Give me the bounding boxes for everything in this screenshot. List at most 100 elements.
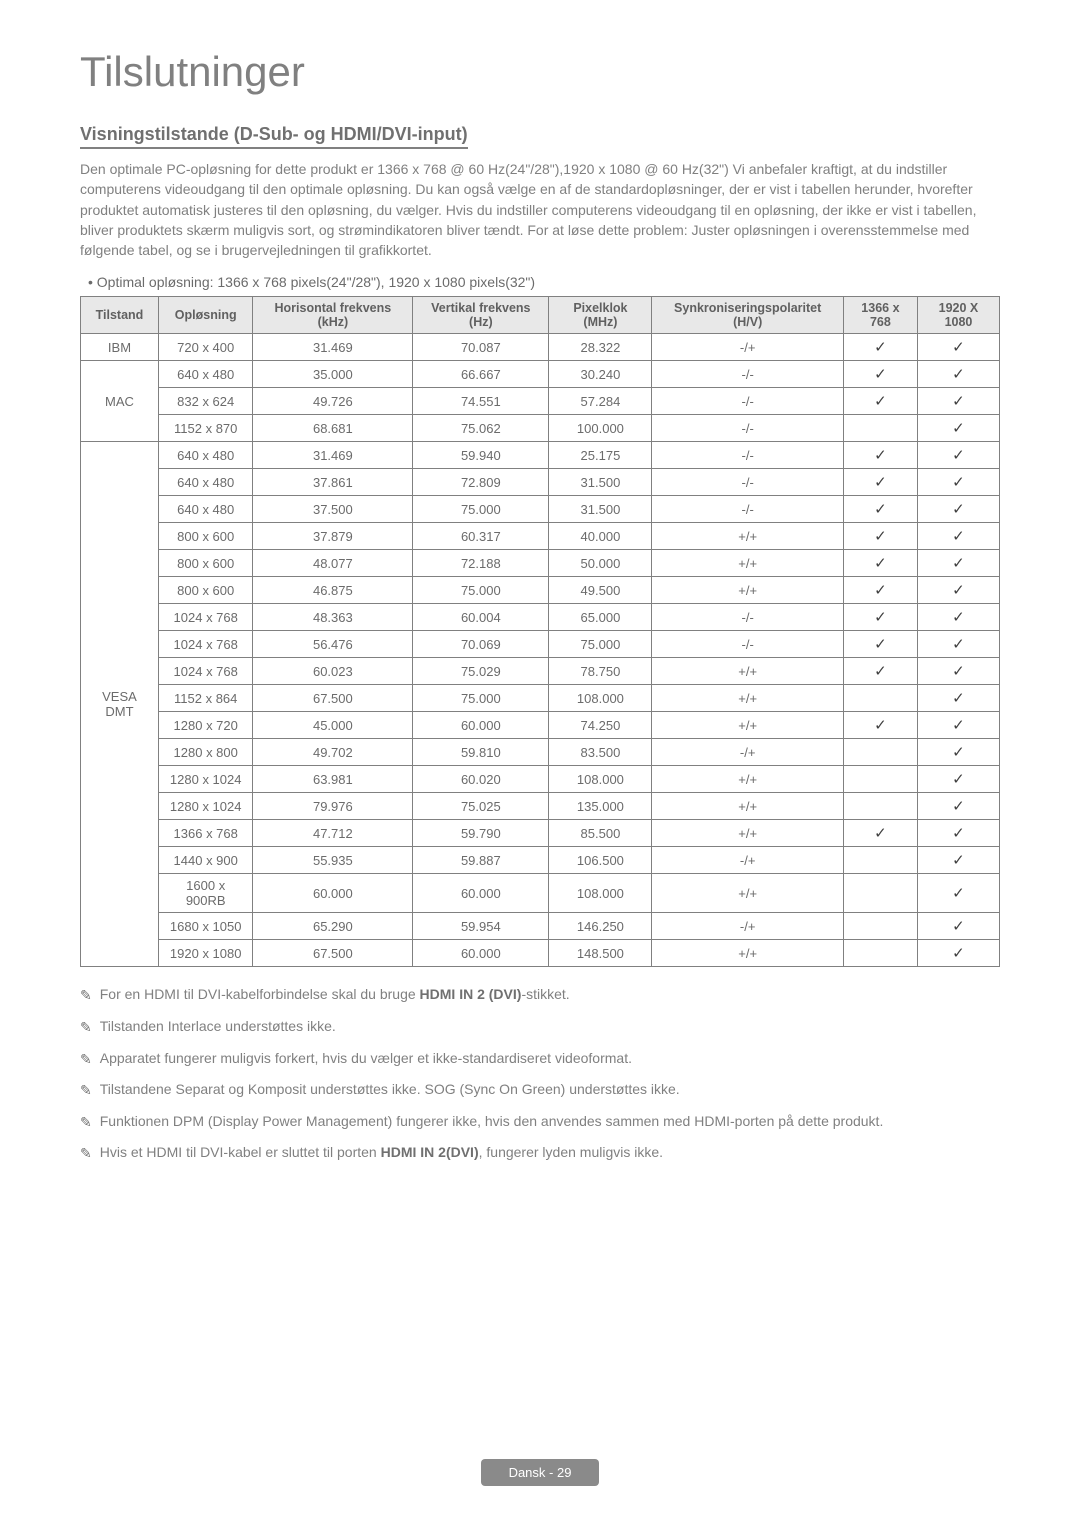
note-icon — [80, 1017, 92, 1037]
check-icon — [874, 583, 887, 598]
col-1920: 1920 X 1080 — [917, 297, 999, 334]
table-row: 1280 x 102463.98160.020108.000+/+ — [81, 766, 1000, 793]
cell-p: 75.000 — [549, 631, 652, 658]
cell-res: 800 x 600 — [158, 523, 253, 550]
table-row: 640 x 48037.50075.00031.500-/- — [81, 496, 1000, 523]
cell-res: 1680 x 1050 — [158, 913, 253, 940]
table-row: 1280 x 80049.70259.81083.500-/+ — [81, 739, 1000, 766]
cell-h: 55.935 — [253, 847, 413, 874]
cell-s: -/+ — [652, 913, 843, 940]
group-label: MAC — [81, 361, 159, 442]
cell-h: 49.702 — [253, 739, 413, 766]
cell-p: 78.750 — [549, 658, 652, 685]
cell-h: 37.861 — [253, 469, 413, 496]
cell-h: 68.681 — [253, 415, 413, 442]
cell-c1 — [843, 361, 917, 388]
cell-res: 640 x 480 — [158, 496, 253, 523]
check-icon — [874, 610, 887, 625]
note-row: Funktionen DPM (Display Power Management… — [80, 1112, 1000, 1132]
table-row: 1024 x 76856.47670.06975.000-/- — [81, 631, 1000, 658]
cell-s: +/+ — [652, 766, 843, 793]
cell-res: 800 x 600 — [158, 577, 253, 604]
check-icon — [952, 583, 965, 598]
cell-v: 60.004 — [413, 604, 549, 631]
cell-res: 1152 x 870 — [158, 415, 253, 442]
check-icon — [874, 718, 887, 733]
cell-res: 1280 x 1024 — [158, 793, 253, 820]
cell-res: 640 x 480 — [158, 469, 253, 496]
note-text: For en HDMI til DVI-kabelforbindelse ska… — [100, 985, 570, 1005]
cell-v: 72.188 — [413, 550, 549, 577]
note-icon — [80, 1049, 92, 1069]
cell-c2 — [917, 442, 999, 469]
note-icon — [80, 1112, 92, 1132]
cell-p: 31.500 — [549, 469, 652, 496]
cell-s: -/- — [652, 496, 843, 523]
cell-p: 49.500 — [549, 577, 652, 604]
cell-c1 — [843, 577, 917, 604]
notes-section: For en HDMI til DVI-kabelforbindelse ska… — [80, 985, 1000, 1163]
cell-res: 640 x 480 — [158, 442, 253, 469]
page-footer: Dansk - 29 — [0, 1459, 1080, 1486]
cell-s: +/+ — [652, 523, 843, 550]
table-header-row: Tilstand Opløsning Horisontal frekvens (… — [81, 297, 1000, 334]
check-icon — [874, 637, 887, 652]
cell-res: 832 x 624 — [158, 388, 253, 415]
cell-res: 1152 x 864 — [158, 685, 253, 712]
check-icon — [952, 745, 965, 760]
cell-c2 — [917, 847, 999, 874]
cell-v: 60.317 — [413, 523, 549, 550]
cell-c2 — [917, 550, 999, 577]
cell-p: 31.500 — [549, 496, 652, 523]
cell-c2 — [917, 820, 999, 847]
col-syncpol: Synkroniseringspolaritet (H/V) — [652, 297, 843, 334]
cell-h: 31.469 — [253, 442, 413, 469]
note-text: Hvis et HDMI til DVI-kabel er sluttet ti… — [100, 1143, 663, 1163]
check-icon — [874, 502, 887, 517]
cell-v: 59.954 — [413, 913, 549, 940]
cell-h: 56.476 — [253, 631, 413, 658]
footer-label: Dansk - 29 — [481, 1459, 600, 1486]
cell-s: -/- — [652, 604, 843, 631]
cell-res: 1280 x 1024 — [158, 766, 253, 793]
note-icon — [80, 1143, 92, 1163]
check-icon — [874, 664, 887, 679]
cell-h: 45.000 — [253, 712, 413, 739]
cell-c1 — [843, 415, 917, 442]
cell-c2 — [917, 712, 999, 739]
section-heading: Visningstilstande (D-Sub- og HDMI/DVI-in… — [80, 124, 468, 149]
cell-c1 — [843, 913, 917, 940]
group-label: VESA DMT — [81, 442, 159, 967]
cell-c2 — [917, 388, 999, 415]
cell-p: 25.175 — [549, 442, 652, 469]
check-icon — [874, 394, 887, 409]
table-row: 640 x 48037.86172.80931.500-/- — [81, 469, 1000, 496]
table-body: IBM720 x 40031.46970.08728.322-/+MAC640 … — [81, 334, 1000, 967]
cell-h: 37.500 — [253, 496, 413, 523]
cell-h: 48.363 — [253, 604, 413, 631]
cell-p: 30.240 — [549, 361, 652, 388]
cell-h: 60.023 — [253, 658, 413, 685]
check-icon — [952, 946, 965, 961]
group-label: IBM — [81, 334, 159, 361]
table-row: MAC640 x 48035.00066.66730.240-/- — [81, 361, 1000, 388]
cell-c2 — [917, 940, 999, 967]
table-row: VESA DMT640 x 48031.46959.94025.175-/- — [81, 442, 1000, 469]
cell-res: 1440 x 900 — [158, 847, 253, 874]
cell-s: -/+ — [652, 334, 843, 361]
table-row: 800 x 60048.07772.18850.000+/+ — [81, 550, 1000, 577]
cell-p: 57.284 — [549, 388, 652, 415]
note-row: Tilstandene Separat og Komposit understø… — [80, 1080, 1000, 1100]
note-text: Tilstanden Interlace understøttes ikke. — [100, 1017, 336, 1037]
table-row: 1152 x 86467.50075.000108.000+/+ — [81, 685, 1000, 712]
cell-res: 1920 x 1080 — [158, 940, 253, 967]
note-bold: HDMI IN 2 (DVI) — [420, 986, 522, 1002]
cell-s: +/+ — [652, 820, 843, 847]
check-icon — [874, 826, 887, 841]
cell-p: 106.500 — [549, 847, 652, 874]
check-icon — [952, 502, 965, 517]
cell-h: 67.500 — [253, 685, 413, 712]
cell-c1 — [843, 469, 917, 496]
check-icon — [952, 637, 965, 652]
cell-res: 640 x 480 — [158, 361, 253, 388]
